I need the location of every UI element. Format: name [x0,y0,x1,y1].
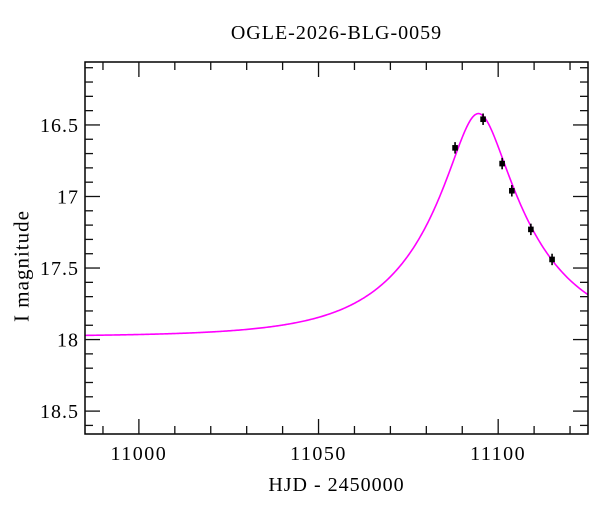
x-tick-label: 11050 [290,443,347,465]
y-tick-label: 18.5 [40,401,79,423]
y-tick-label: 17.5 [40,258,79,280]
x-tick-label: 11100 [470,443,526,465]
y-axis-title: I magnitude [9,210,34,322]
model-curve [84,112,589,337]
x-tick-label: 11000 [111,443,168,465]
plot-frame [84,61,589,435]
data-point-marker [499,160,505,167]
y-tick-label: 18 [57,330,79,352]
data-point-marker [549,256,555,263]
chart-title: OGLE-2026-BLG-0059 [230,22,443,44]
y-tick-label: 17 [57,186,79,208]
data-point-marker [480,116,486,123]
data-point-marker [452,145,458,151]
data-point-marker [528,226,534,233]
data-point-marker [509,187,515,194]
x-axis-title: HJD - 2450000 [268,474,405,496]
y-tick-label: 16.5 [40,115,79,137]
